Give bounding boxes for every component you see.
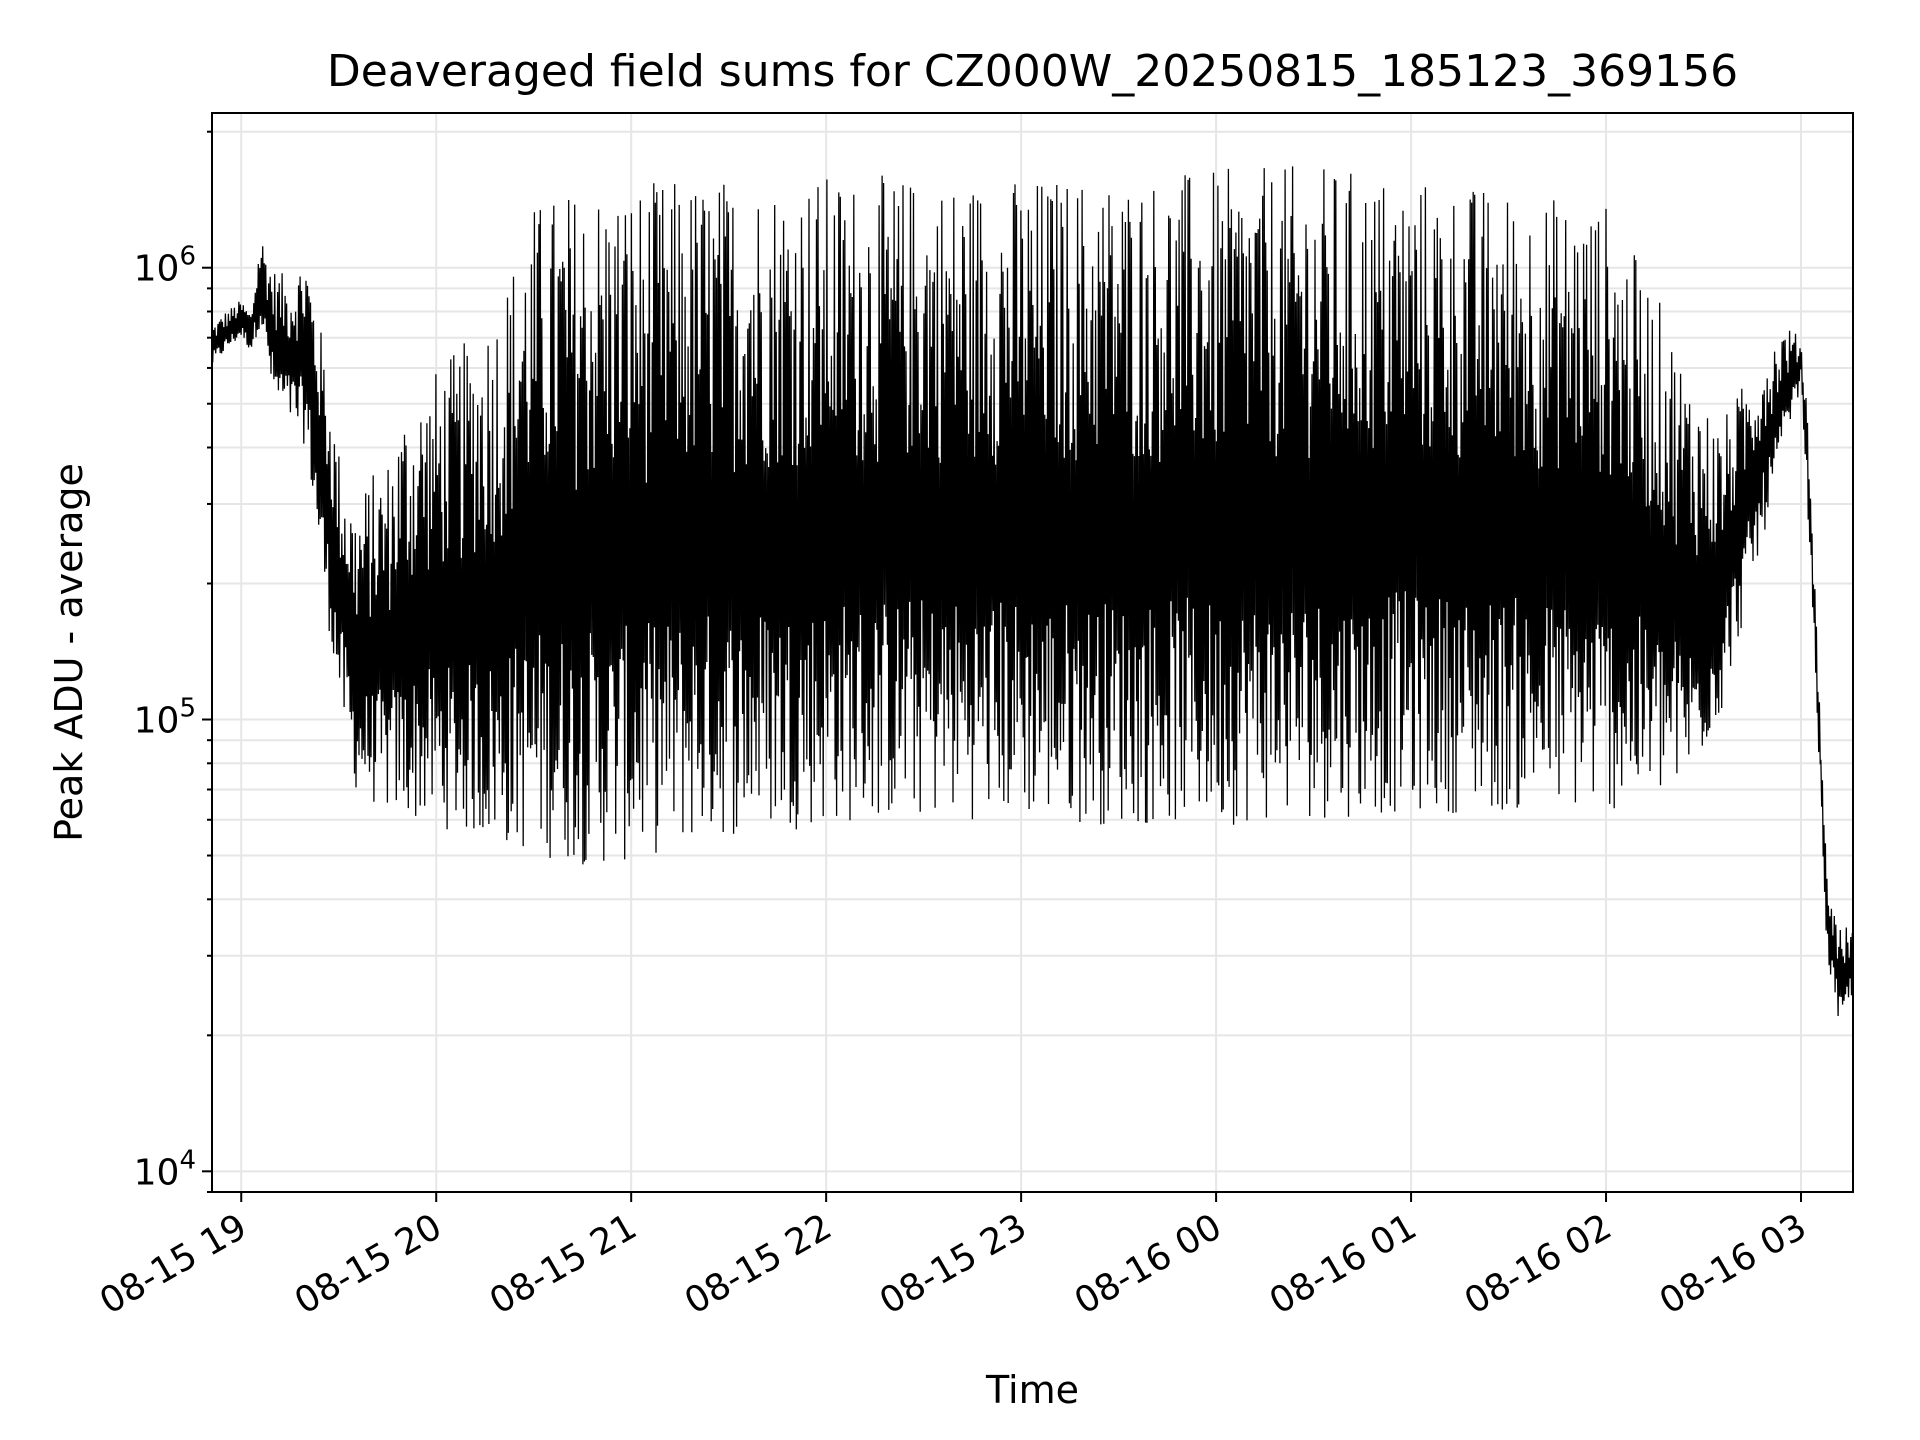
- x-tick-label: 08-16 03: [1653, 1206, 1814, 1322]
- y-axis-ticks: 104 105 106: [134, 130, 212, 1193]
- y-axis-label: Peak ADU - average: [47, 463, 91, 842]
- x-tick-label: 08-15 22: [678, 1206, 839, 1322]
- y-tick-label: 104: [134, 1145, 196, 1193]
- x-tick-label: 08-15 20: [288, 1206, 449, 1322]
- x-tick-label: 08-16 01: [1263, 1206, 1424, 1322]
- y-tick-label: 105: [134, 694, 196, 742]
- series-layer: [211, 166, 1854, 1017]
- x-tick-label: 08-16 00: [1068, 1206, 1229, 1322]
- axes-frame: [211, 112, 1854, 1193]
- series-line-0: [211, 166, 1854, 1017]
- x-tick-label: 08-16 02: [1458, 1206, 1619, 1322]
- y-tick-label: 106: [134, 242, 196, 290]
- x-tick-label: 08-15 21: [483, 1206, 644, 1322]
- x-axis-label: Time: [985, 1368, 1079, 1412]
- x-tick-label: 08-15 23: [873, 1206, 1034, 1322]
- x-axis-ticks: 08-15 19 08-15 20 08-15 21 08-15 22 08-15 23…: [93, 1192, 1814, 1323]
- chart-title: Deaveraged field sums for CZ000W_2025081…: [327, 46, 1738, 97]
- x-tick-label: 08-15 19: [93, 1206, 254, 1322]
